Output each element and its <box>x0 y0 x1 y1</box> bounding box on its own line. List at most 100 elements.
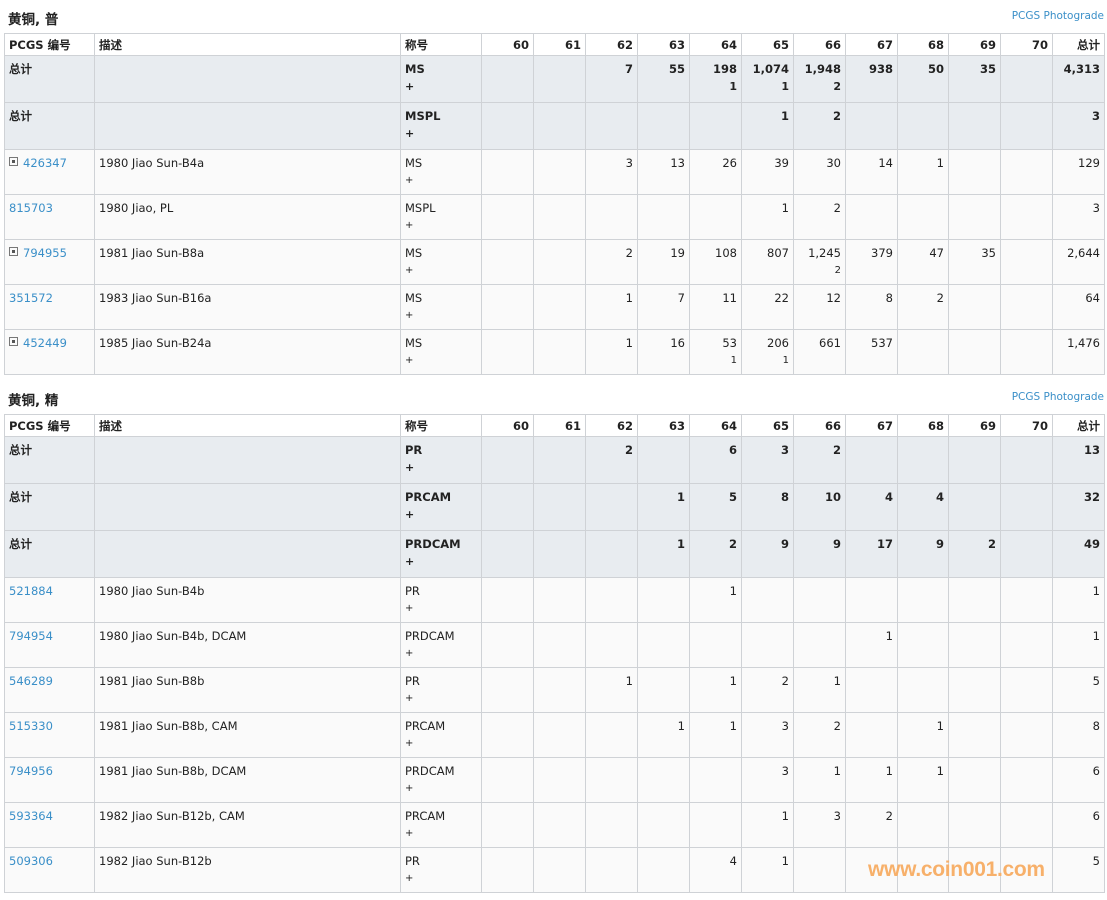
pcgs-number-link[interactable]: 351572 <box>9 291 53 305</box>
header-grade-64[interactable]: 64 <box>689 414 742 437</box>
grade-cell-61 <box>533 667 586 713</box>
pcgs-number-link[interactable]: 593364 <box>9 809 53 823</box>
designation: MS <box>405 336 423 350</box>
count: 108 <box>715 246 737 260</box>
grade-cell-63: 1 <box>637 483 690 531</box>
description: 1980 Jiao, PL <box>94 194 401 240</box>
header-grade-66[interactable]: 66 <box>793 33 846 56</box>
expand-icon[interactable] <box>9 247 18 256</box>
row-total: 1 <box>1052 577 1105 623</box>
header-grade-70[interactable]: 70 <box>1000 414 1053 437</box>
grade-cell-69 <box>948 436 1001 484</box>
photograde-link[interactable]: PCGS Photograde <box>1011 391 1104 403</box>
grade-cell-60 <box>481 239 534 285</box>
grade-cell-69 <box>948 483 1001 531</box>
header-grade-62[interactable]: 62 <box>585 414 638 437</box>
grade-cell-67: 938 <box>845 55 898 103</box>
header-grade-70[interactable]: 70 <box>1000 33 1053 56</box>
header-grade-65[interactable]: 65 <box>741 33 794 56</box>
plus-designation: + <box>405 355 414 366</box>
photograde-link[interactable]: PCGS Photograde <box>1011 10 1104 22</box>
header-grade-62[interactable]: 62 <box>585 33 638 56</box>
plus-designation: + <box>405 508 415 521</box>
header-grade-61[interactable]: 61 <box>533 414 586 437</box>
header-grade-60[interactable]: 60 <box>481 33 534 56</box>
count: 13 <box>670 156 685 170</box>
count: 3 <box>625 156 633 170</box>
designation-cell: PRCAM + <box>400 483 482 531</box>
plus-count: 1 <box>782 355 789 366</box>
grade-cell-62 <box>585 712 638 758</box>
count: 2 <box>624 443 633 457</box>
pcgs-number-link[interactable]: 426347 <box>23 156 67 170</box>
pcgs-number-link[interactable]: 452449 <box>23 336 67 350</box>
row-total: 6 <box>1052 757 1105 803</box>
grade-cell-64: 2 <box>689 530 742 578</box>
header-grade-64[interactable]: 64 <box>689 33 742 56</box>
header-grade-67[interactable]: 67 <box>845 33 898 56</box>
grade-cell-60 <box>481 757 534 803</box>
header-grade-68[interactable]: 68 <box>897 33 949 56</box>
watermark: www.coin001.com <box>868 858 1045 881</box>
header-grade-67[interactable]: 67 <box>845 414 898 437</box>
count: 1 <box>885 764 893 778</box>
pcgs-number-link[interactable]: 515330 <box>9 719 53 733</box>
pcgs-number-link[interactable]: 794955 <box>23 246 67 260</box>
count: 661 <box>819 336 841 350</box>
header-designation[interactable]: 称号 <box>400 414 482 437</box>
grade-cell-62 <box>585 194 638 240</box>
grade-cell-66: 661 <box>793 329 846 375</box>
table-row: 794955 1981 Jiao Sun-B8a MS +2 19 108 807 1,245… <box>4 239 1105 285</box>
header-pcgs-no[interactable]: PCGS 编号 <box>4 33 95 56</box>
header-grade-65[interactable]: 65 <box>741 414 794 437</box>
section: 黄铜, 普 PCGS Photograde PCGS 编号 描述 称号 60 61 62 63 6… <box>4 0 1105 375</box>
header-description[interactable]: 描述 <box>94 414 401 437</box>
header-total[interactable]: 总计 <box>1052 33 1105 56</box>
header-designation[interactable]: 称号 <box>400 33 482 56</box>
grade-cell-61 <box>533 483 586 531</box>
expand-icon[interactable] <box>9 337 18 346</box>
header-grade-68[interactable]: 68 <box>897 414 949 437</box>
header-grade-60[interactable]: 60 <box>481 414 534 437</box>
grade-cell-64: 198 1 <box>689 55 742 103</box>
expand-icon[interactable] <box>9 157 18 166</box>
header-grade-63[interactable]: 63 <box>637 33 690 56</box>
designation-cell: MS + <box>400 239 482 285</box>
header-grade-63[interactable]: 63 <box>637 414 690 437</box>
count: 1 <box>677 719 685 733</box>
pcgs-number-link[interactable]: 815703 <box>9 201 53 215</box>
header-description[interactable]: 描述 <box>94 33 401 56</box>
grade-cell-68 <box>897 622 949 668</box>
header-pcgs-no[interactable]: PCGS 编号 <box>4 414 95 437</box>
pcgs-number-link[interactable]: 546289 <box>9 674 53 688</box>
description-cell <box>94 530 401 578</box>
designation-cell: MS + <box>400 284 482 330</box>
plus-designation: + <box>405 873 414 884</box>
designation-cell: MS + <box>400 149 482 195</box>
header-grade-66[interactable]: 66 <box>793 414 846 437</box>
total-row: 总计 PRCAM +1 5 8 10 4 4 32 <box>4 483 1105 531</box>
designation: PRCAM <box>405 719 446 733</box>
grade-cell-68: 9 <box>897 530 949 578</box>
pcgs-number-link[interactable]: 794956 <box>9 764 53 778</box>
table-row: 426347 1980 Jiao Sun-B4a MS +3 13 26 39 30 14 1 12… <box>4 149 1105 195</box>
pcgs-number-link[interactable]: 509306 <box>9 854 53 868</box>
grade-cell-62 <box>585 530 638 578</box>
header-grade-61[interactable]: 61 <box>533 33 586 56</box>
header-grade-69[interactable]: 69 <box>948 33 1001 56</box>
description: 1980 Jiao Sun-B4b <box>94 577 401 623</box>
grade-cell-66: 2 <box>793 102 846 150</box>
count: 1 <box>781 809 789 823</box>
table-row: 794954 1980 Jiao Sun-B4b, DCAM PRDCAM +1 1 <box>4 622 1105 668</box>
table-row: 452449 1985 Jiao Sun-B24a MS +1 16 53 1 206 1 661… <box>4 329 1105 375</box>
header-total[interactable]: 总计 <box>1052 414 1105 437</box>
grade-cell-70 <box>1000 329 1053 375</box>
pcgs-number-link[interactable]: 794954 <box>9 629 53 643</box>
designation: PRDCAM <box>405 629 455 643</box>
grade-cell-64: 53 1 <box>689 329 742 375</box>
pcgs-number-link[interactable]: 521884 <box>9 584 53 598</box>
grade-cell-70 <box>1000 802 1053 848</box>
grade-cell-62: 1 <box>585 667 638 713</box>
header-grade-69[interactable]: 69 <box>948 414 1001 437</box>
